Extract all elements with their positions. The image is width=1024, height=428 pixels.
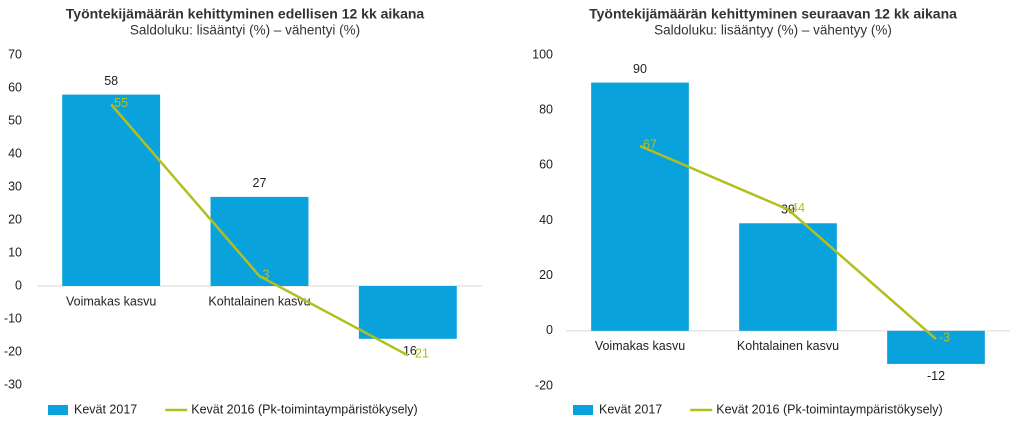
- legend-label: Kevät 2016 (Pk-toimintaympäristökysely): [716, 402, 942, 416]
- chart: Työntekijämäärän kehittyminen edellisen …: [4, 6, 482, 416]
- y-tick-label: 30: [8, 179, 22, 193]
- bar-value-label: -16: [399, 344, 417, 358]
- chart-subtitle: Saldoluku: lisääntyi (%) – vähentyi (%): [130, 23, 360, 38]
- legend-swatch: [48, 405, 68, 415]
- y-tick-label: -20: [4, 344, 22, 358]
- y-tick-label: -20: [535, 378, 553, 392]
- bar-value-label: -12: [927, 369, 945, 383]
- y-tick-label: 100: [532, 47, 553, 61]
- legend-label: Kevät 2017: [74, 402, 137, 416]
- y-tick-label: 0: [546, 323, 553, 337]
- line: [639, 144, 937, 341]
- y-tick-label: 20: [539, 268, 553, 282]
- line-value-label: 44: [791, 201, 805, 215]
- chart-subtitle: Saldoluku: lisääntyy (%) – vähentyy (%): [654, 23, 892, 38]
- y-tick-label: 60: [8, 80, 22, 94]
- line: [110, 103, 409, 357]
- chart-title: Työntekijämäärän kehittyminen seuraavan …: [589, 6, 957, 22]
- bar: [887, 330, 985, 364]
- y-tick-label: 10: [8, 245, 22, 259]
- x-tick-label: Kohtalainen kasvu: [208, 294, 310, 308]
- bar: [591, 82, 689, 331]
- line-value-label: -21: [411, 347, 429, 361]
- line-value-label: 55: [114, 96, 128, 110]
- y-tick-label: 0: [15, 278, 22, 292]
- legend-label: Kevät 2017: [599, 402, 662, 416]
- x-tick-label: Voimakas kasvu: [595, 339, 685, 353]
- legend-label: Kevät 2016 (Pk-toimintaympäristökysely): [191, 402, 417, 416]
- bar-value-label: 90: [633, 62, 647, 76]
- y-tick-label: -30: [4, 377, 22, 391]
- y-tick-label: 70: [8, 47, 22, 61]
- line-value-label: -3: [939, 330, 950, 344]
- y-tick-label: 50: [8, 113, 22, 127]
- x-tick-label: Kohtalainen kasvu: [737, 339, 839, 353]
- bar-value-label: 58: [104, 74, 118, 88]
- line-value-label: 67: [643, 137, 657, 151]
- y-tick-label: -10: [4, 311, 22, 325]
- x-tick-label: Voimakas kasvu: [66, 294, 156, 308]
- chart: Työntekijämäärän kehittyminen seuraavan …: [532, 6, 1010, 416]
- y-tick-label: 60: [539, 158, 553, 172]
- bar: [62, 94, 161, 286]
- y-tick-label: 20: [8, 212, 22, 226]
- bar-value-label: 27: [253, 176, 267, 190]
- legend-swatch: [573, 405, 593, 415]
- line-value-label: 3: [263, 267, 270, 281]
- y-tick-label: 40: [8, 146, 22, 160]
- y-tick-label: 80: [539, 102, 553, 116]
- y-tick-label: 40: [539, 213, 553, 227]
- bar: [739, 223, 837, 331]
- bar: [210, 196, 309, 286]
- chart-title: Työntekijämäärän kehittyminen edellisen …: [66, 6, 425, 22]
- bar: [358, 286, 457, 339]
